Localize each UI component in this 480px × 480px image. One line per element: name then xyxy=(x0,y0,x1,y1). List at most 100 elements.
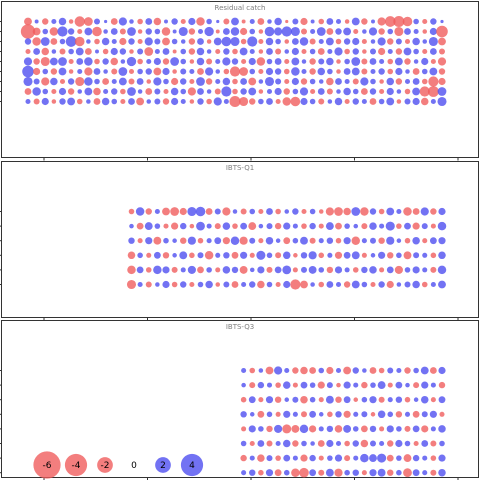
bubble-positive xyxy=(58,17,67,26)
bubble-negative xyxy=(111,68,118,75)
bubble-positive xyxy=(299,424,309,434)
bubble-positive xyxy=(335,411,342,418)
bubble-positive xyxy=(292,396,299,403)
legend-bubble xyxy=(180,453,204,477)
bubble-positive xyxy=(197,252,204,259)
bubble-negative xyxy=(386,454,394,462)
bubble-positive xyxy=(370,48,376,55)
bubble-positive xyxy=(292,237,299,244)
bubble-positive xyxy=(240,78,248,85)
bubble-positive xyxy=(266,98,273,105)
legend-label: -6 xyxy=(43,461,52,471)
bubble-negative xyxy=(189,252,195,259)
bubble-positive xyxy=(275,440,281,447)
bubble-negative xyxy=(300,17,308,26)
bubble-positive xyxy=(386,425,394,433)
bubble-positive xyxy=(257,381,265,389)
bubble-positive xyxy=(258,79,264,84)
bubble-positive xyxy=(240,88,247,95)
bubble-positive xyxy=(309,410,317,418)
bubble-positive xyxy=(387,367,394,374)
bubble-negative xyxy=(387,252,394,259)
bubble-positive xyxy=(163,237,169,244)
bubble-positive xyxy=(343,237,351,245)
bubble-negative xyxy=(258,397,264,403)
bubble-positive xyxy=(352,426,359,432)
bubble-negative xyxy=(361,223,368,230)
bubble-positive xyxy=(231,58,239,65)
bubble-positive xyxy=(162,266,170,274)
bubble-positive xyxy=(187,265,196,274)
bubble-positive xyxy=(274,58,282,65)
bubble-positive xyxy=(405,69,410,74)
bubble-negative xyxy=(239,236,248,245)
bubble-negative xyxy=(205,208,213,215)
bubble-positive xyxy=(180,98,186,105)
bubble-positive xyxy=(231,17,239,26)
bubble-negative xyxy=(318,397,324,403)
legend-label: -4 xyxy=(72,461,81,471)
bubble-positive xyxy=(197,98,204,105)
bubble-negative xyxy=(126,279,137,290)
bubble-positive xyxy=(76,58,84,65)
bubble-positive xyxy=(249,68,256,75)
bubble-positive xyxy=(137,252,143,259)
bubble-positive xyxy=(301,68,307,75)
bubble-positive xyxy=(178,26,188,37)
bubble-negative xyxy=(430,455,437,461)
bubble-positive xyxy=(180,88,187,95)
bubble-positive xyxy=(188,17,196,26)
bubble-negative xyxy=(396,223,402,229)
bubble-negative xyxy=(413,440,419,447)
bubble-negative xyxy=(369,367,377,374)
bubble-negative xyxy=(222,207,231,216)
bubble-negative xyxy=(362,49,367,54)
legend-bubble xyxy=(97,457,113,473)
bubble-positive xyxy=(420,395,429,404)
bubble-positive xyxy=(413,18,419,25)
bubble-negative xyxy=(343,366,352,375)
bubble-negative xyxy=(84,67,93,76)
bubble-positive xyxy=(222,57,231,66)
bubble-positive xyxy=(275,78,282,85)
bubble-positive xyxy=(196,47,205,56)
bubble-negative xyxy=(326,266,334,274)
bubble-positive xyxy=(249,18,255,25)
bubble-negative xyxy=(404,367,411,374)
bubble-negative xyxy=(161,27,171,36)
bubble-positive xyxy=(404,222,411,230)
bubble-negative xyxy=(240,454,247,462)
bubble-negative xyxy=(284,58,290,65)
bubble-positive xyxy=(126,56,137,67)
bubble-negative xyxy=(33,67,41,76)
bubble-positive xyxy=(249,28,256,35)
bubble-positive xyxy=(325,468,334,477)
bubble-positive xyxy=(301,266,307,273)
bubble-negative xyxy=(379,267,385,273)
bubble-negative xyxy=(361,252,367,258)
bubble-positive xyxy=(387,48,393,55)
bubble-positive xyxy=(325,222,334,231)
bubble-positive xyxy=(223,98,229,105)
bubble-negative xyxy=(335,222,342,230)
bubble-negative xyxy=(240,396,247,403)
bubble-positive xyxy=(396,455,402,461)
bubble-negative xyxy=(412,68,420,75)
bubble-negative xyxy=(378,208,385,215)
bubble-negative xyxy=(102,78,110,85)
bubble-negative xyxy=(214,88,221,95)
bubble-negative xyxy=(50,38,58,45)
bubble-positive xyxy=(428,36,438,47)
bubble-positive xyxy=(309,454,316,462)
bubble-positive xyxy=(249,208,256,215)
bubble-positive xyxy=(309,469,317,477)
bubble-positive xyxy=(309,48,316,55)
bubble-positive xyxy=(111,78,117,85)
bubble-negative xyxy=(379,88,385,95)
bubble-negative xyxy=(93,87,101,96)
bubble-negative xyxy=(327,411,333,418)
bubble-negative xyxy=(51,88,57,95)
bubble-positive xyxy=(352,469,359,476)
bubble-negative xyxy=(128,68,135,75)
bubble-positive xyxy=(343,251,351,259)
